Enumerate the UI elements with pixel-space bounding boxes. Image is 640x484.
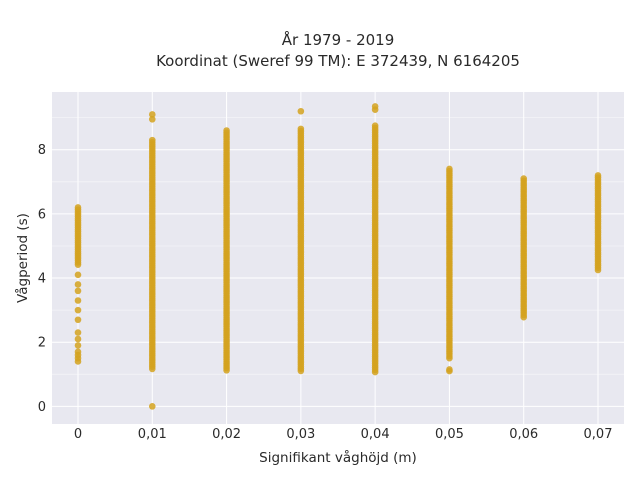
x-tick-label: 0,04 xyxy=(361,427,390,442)
x-tick-label: 0,07 xyxy=(584,427,613,442)
data-point xyxy=(446,354,453,362)
chart-title-line-1: År 1979 - 2019 xyxy=(282,30,395,49)
data-point xyxy=(371,368,379,376)
y-tick-label: 6 xyxy=(38,207,46,222)
data-point xyxy=(223,366,230,374)
data-point xyxy=(520,313,528,321)
y-tick-label: 2 xyxy=(38,336,46,351)
data-point xyxy=(74,335,82,343)
data-point xyxy=(74,342,82,349)
data-point xyxy=(148,111,156,118)
data-point xyxy=(74,329,82,336)
plot-area xyxy=(52,92,624,424)
x-tick-label: 0,06 xyxy=(509,427,538,442)
x-tick-labels: 0 0,01 0,02 0,03 0,04 0,05 0,06 0,07 xyxy=(74,427,613,442)
x-tick-label: 0,03 xyxy=(286,427,315,442)
data-point xyxy=(594,266,602,274)
y-tick-label: 0 xyxy=(38,400,46,415)
data-points xyxy=(74,103,602,410)
data-point xyxy=(74,306,82,314)
data-point xyxy=(74,287,82,295)
data-point xyxy=(148,365,156,373)
y-tick-label: 8 xyxy=(38,143,46,158)
data-point xyxy=(74,358,82,365)
data-point xyxy=(74,281,82,288)
data-point xyxy=(297,107,305,115)
data-point xyxy=(148,403,156,410)
x-tick-label: 0,01 xyxy=(138,427,167,442)
data-point xyxy=(148,115,156,123)
x-tick-label: 0 xyxy=(74,427,82,442)
data-point xyxy=(74,271,82,279)
data-point xyxy=(74,261,82,268)
data-point xyxy=(74,316,82,324)
data-point xyxy=(446,367,453,375)
data-point xyxy=(74,297,82,304)
data-point xyxy=(297,367,305,375)
y-tick-label: 4 xyxy=(38,272,46,287)
x-tick-label: 0,05 xyxy=(435,427,464,442)
chart-title-line-2: Koordinat (Sweref 99 TM): E 372439, N 61… xyxy=(156,52,520,70)
x-axis-label: Signifikant våghöjd (m) xyxy=(259,449,417,466)
data-point xyxy=(371,106,379,113)
x-tick-label: 0,02 xyxy=(212,427,241,442)
y-tick-labels: 0 2 4 6 8 xyxy=(38,143,46,415)
y-axis-label: Vågperiod (s) xyxy=(14,213,31,303)
